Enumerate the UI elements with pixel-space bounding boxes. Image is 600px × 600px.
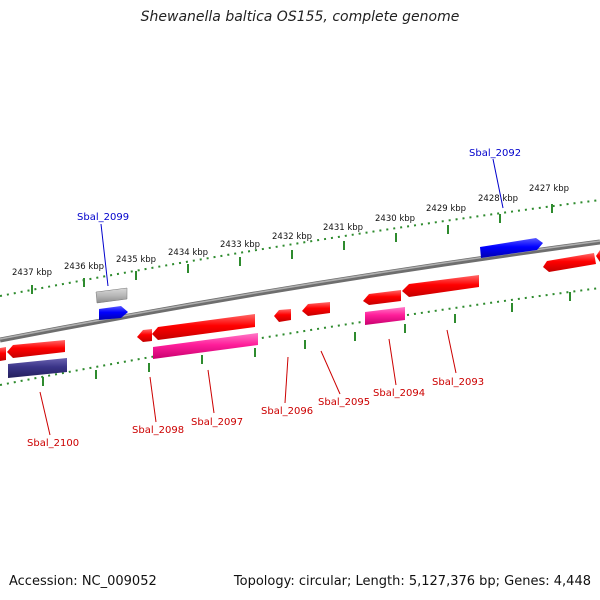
tick-label: 2434 kbp <box>168 248 208 258</box>
gene-feature[interactable] <box>402 275 479 297</box>
tick-label: 2436 kbp <box>64 262 104 272</box>
gene-feature[interactable] <box>363 290 401 305</box>
tick-label: 2431 kbp <box>323 223 363 233</box>
gene-feature[interactable] <box>152 314 255 340</box>
forward-features <box>95 238 600 320</box>
gene-label-sbal-2095[interactable]: Sbal_2095 <box>318 397 370 408</box>
gene-feature[interactable] <box>95 287 128 304</box>
gene-label-sbal-2096[interactable]: Sbal_2096 <box>261 406 313 417</box>
gene-feature[interactable] <box>7 340 65 358</box>
gene-label-sbal-2093[interactable]: Sbal_2093 <box>432 377 484 388</box>
reverse-features <box>0 275 479 378</box>
gene-feature[interactable] <box>137 329 152 342</box>
genome-backbone <box>0 239 600 343</box>
gene-label-sbal-2092[interactable]: Sbal_2092 <box>469 148 521 159</box>
map-title: Shewanella baltica OS155, complete genom… <box>140 9 460 25</box>
accession-text: Accession: NC_009052 <box>9 574 157 589</box>
inner-major-ticks <box>42 292 571 386</box>
gene-feature[interactable] <box>543 253 596 272</box>
genome-summary-text: Topology: circular; Length: 5,127,376 bp… <box>233 574 591 589</box>
gene-feature[interactable] <box>153 333 258 359</box>
gene-label-sbal-2098[interactable]: Sbal_2098 <box>132 425 184 436</box>
gene-feature[interactable] <box>0 347 6 361</box>
gene-feature[interactable] <box>8 358 67 378</box>
tick-label: 2433 kbp <box>220 240 260 250</box>
tick-label: 2428 kbp <box>478 194 518 204</box>
gene-feature[interactable] <box>480 238 543 258</box>
gene-label-sbal-2099[interactable]: Sbal_2099 <box>77 212 129 223</box>
tick-label: 2435 kbp <box>116 255 156 265</box>
tick-label: 2432 kbp <box>272 232 312 242</box>
gene-labels: Sbal_2092 Sbal_2099 Sbal_2093 Sbal_2094 … <box>27 148 521 449</box>
label-leader-lines <box>39 158 504 436</box>
gene-feature[interactable] <box>365 307 405 325</box>
gene-label-sbal-2094[interactable]: Sbal_2094 <box>373 388 425 399</box>
tick-label: 2430 kbp <box>375 214 415 224</box>
gene-feature[interactable] <box>596 250 600 262</box>
tick-label: 2429 kbp <box>426 204 466 214</box>
tick-labels: 2437 kbp 2436 kbp 2435 kbp 2434 kbp 2433… <box>12 184 569 278</box>
inner-tick-ring <box>0 287 600 386</box>
gene-label-sbal-2100[interactable]: Sbal_2100 <box>27 438 79 449</box>
tick-label: 2437 kbp <box>12 268 52 278</box>
gene-feature[interactable] <box>302 302 330 316</box>
gene-label-sbal-2097[interactable]: Sbal_2097 <box>191 417 243 428</box>
gene-feature[interactable] <box>274 309 291 322</box>
tick-label: 2427 kbp <box>529 184 569 194</box>
gene-feature[interactable] <box>99 306 128 320</box>
major-ticks <box>31 204 553 294</box>
